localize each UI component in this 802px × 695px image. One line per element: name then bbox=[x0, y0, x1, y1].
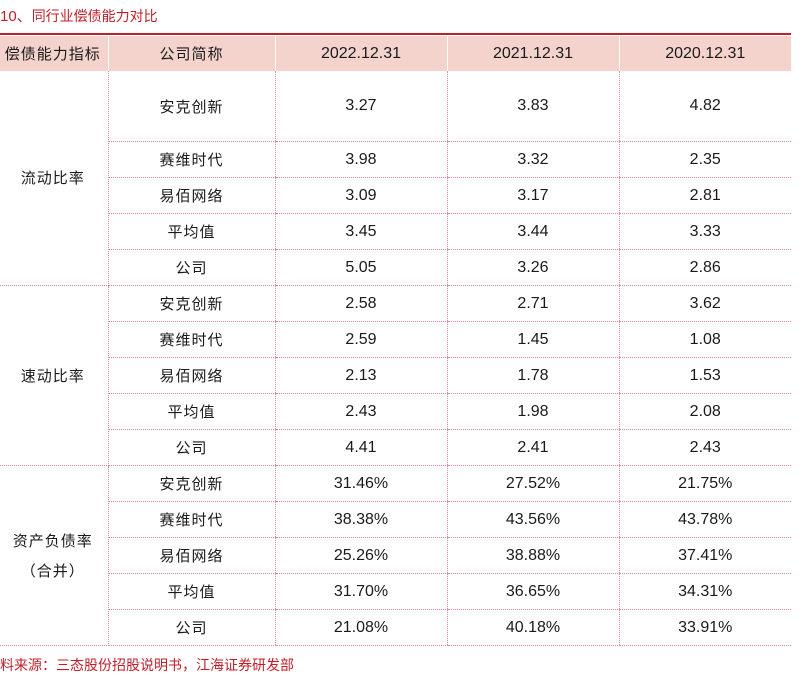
table-row: 平均值 31.70% 36.65% 34.31% bbox=[0, 573, 791, 610]
header-2021: 2021.12.31 bbox=[446, 36, 619, 71]
table-row: 速动比率 安克创新 2.58 2.71 3.62 bbox=[0, 285, 791, 466]
table-row: 公司 4.41 2.41 2.43 bbox=[0, 429, 791, 466]
company-name: 安克创新 bbox=[107, 285, 275, 322]
metric-label: 资产负债率 （合并） bbox=[0, 465, 109, 646]
table-row: 易佰网络 3.09 3.17 2.81 bbox=[0, 177, 791, 214]
company-name: 安克创新 bbox=[107, 465, 275, 502]
header-company: 公司简称 bbox=[107, 36, 275, 71]
caption-number: 10、 bbox=[0, 8, 32, 25]
value-cell: 38.38% bbox=[274, 501, 447, 538]
value-cell: 43.56% bbox=[446, 501, 619, 538]
value-cell: 21.08% bbox=[274, 609, 447, 646]
value-cell: 1.78 bbox=[446, 357, 619, 394]
table-row: 公司 5.05 3.26 2.86 bbox=[0, 249, 791, 286]
value-cell: 34.31% bbox=[618, 573, 791, 610]
company-name: 安克创新 bbox=[107, 71, 275, 142]
company-name: 公司 bbox=[108, 249, 275, 286]
value-cell: 33.91% bbox=[618, 609, 791, 646]
value-cell: 3.32 bbox=[446, 141, 619, 178]
value-cell: 2.81 bbox=[618, 177, 791, 214]
company-name: 易佰网络 bbox=[108, 177, 275, 214]
metric-name: 流动比率 bbox=[20, 169, 85, 187]
value-cell: 3.44 bbox=[446, 213, 619, 250]
metric-name: 资产负债率 bbox=[12, 531, 93, 550]
value-cell: 36.65% bbox=[446, 573, 619, 610]
metric-name: 速动比率 bbox=[20, 366, 85, 385]
value-cell: 25.26% bbox=[274, 537, 447, 574]
table-row: 赛维时代 2.59 1.45 1.08 bbox=[0, 321, 791, 358]
value-cell: 38.88% bbox=[446, 537, 619, 574]
value-cell: 2.13 bbox=[274, 357, 447, 394]
table-body: 流动比率 安克创新 3.27 3.83 4.82 赛维时代 3.98 3.32 2.35 易佰网络… bbox=[0, 71, 791, 646]
company-name: 平均值 bbox=[108, 573, 275, 610]
company-name: 赛维时代 bbox=[108, 321, 275, 358]
value-cell: 4.82 bbox=[618, 71, 791, 142]
value-cell: 3.33 bbox=[618, 213, 791, 250]
value-cell: 1.53 bbox=[618, 357, 791, 394]
table-row: 公司 21.08% 40.18% 33.91% bbox=[0, 609, 791, 646]
source-note: 料来源：三态股份招股说明书，江海证券研发部 bbox=[0, 658, 294, 674]
value-cell: 2.08 bbox=[618, 393, 791, 430]
value-cell: 4.41 bbox=[274, 429, 447, 466]
company-name: 平均值 bbox=[108, 393, 275, 430]
metric-label: 流动比率 bbox=[0, 71, 109, 286]
value-cell: 1.45 bbox=[446, 321, 619, 358]
value-cell: 3.62 bbox=[618, 285, 791, 322]
company-name: 公司 bbox=[108, 609, 275, 646]
value-cell: 3.98 bbox=[274, 141, 447, 178]
header-row: 偿债能力指标 公司简称 2022.12.31 2021.12.31 2020.1… bbox=[0, 36, 791, 71]
table-row: 资产负债率 （合并） 安克创新 31.46% 27.52% 21.75% bbox=[0, 465, 791, 646]
table-row: 赛维时代 38.38% 43.56% 43.78% bbox=[0, 501, 791, 538]
company-name: 易佰网络 bbox=[108, 357, 275, 394]
value-cell: 2.43 bbox=[618, 429, 791, 466]
company-name: 平均值 bbox=[108, 213, 275, 250]
header-2022: 2022.12.31 bbox=[274, 36, 447, 71]
caption-title: 同行业偿债能力对比 bbox=[31, 9, 158, 25]
value-cell: 1.08 bbox=[618, 321, 791, 358]
value-cell: 27.52% bbox=[446, 465, 619, 502]
table-row: 平均值 3.45 3.44 3.33 bbox=[0, 213, 791, 250]
header-2020: 2020.12.31 bbox=[618, 36, 791, 71]
table-caption: 10、同行业偿债能力对比 bbox=[0, 6, 802, 28]
table-row: 易佰网络 2.13 1.78 1.53 bbox=[0, 357, 791, 394]
value-cell: 2.58 bbox=[274, 285, 447, 322]
table-row: 易佰网络 25.26% 38.88% 37.41% bbox=[0, 537, 791, 574]
value-cell: 1.98 bbox=[446, 393, 619, 430]
table-row: 流动比率 安克创新 3.27 3.83 4.82 bbox=[0, 71, 791, 286]
value-cell: 31.46% bbox=[274, 465, 447, 502]
solvency-comparison-table: 偿债能力指标 公司简称 2022.12.31 2021.12.31 2020.1… bbox=[0, 36, 791, 646]
value-cell: 21.75% bbox=[618, 465, 791, 502]
value-cell: 3.45 bbox=[274, 213, 447, 250]
value-cell: 40.18% bbox=[446, 609, 619, 646]
value-cell: 5.05 bbox=[274, 249, 447, 286]
value-cell: 2.35 bbox=[618, 141, 791, 178]
value-cell: 2.71 bbox=[446, 285, 619, 322]
metric-qualifier: （合并） bbox=[20, 561, 85, 580]
value-cell: 3.26 bbox=[446, 249, 619, 286]
metric-label: 速动比率 bbox=[0, 285, 109, 466]
value-cell: 3.83 bbox=[446, 71, 619, 142]
company-name: 易佰网络 bbox=[108, 537, 275, 574]
table-row: 赛维时代 3.98 3.32 2.35 bbox=[0, 141, 791, 178]
company-name: 公司 bbox=[108, 429, 275, 466]
value-cell: 2.86 bbox=[618, 249, 791, 286]
company-name: 赛维时代 bbox=[108, 141, 275, 178]
header-metric: 偿债能力指标 bbox=[0, 36, 108, 71]
value-cell: 43.78% bbox=[618, 501, 791, 538]
value-cell: 37.41% bbox=[618, 537, 791, 574]
value-cell: 2.43 bbox=[274, 393, 447, 430]
value-cell: 3.17 bbox=[446, 177, 619, 214]
top-rule bbox=[0, 33, 791, 35]
table-row: 平均值 2.43 1.98 2.08 bbox=[0, 393, 791, 430]
value-cell: 31.70% bbox=[274, 573, 447, 610]
value-cell: 2.59 bbox=[274, 321, 447, 358]
value-cell: 3.09 bbox=[274, 177, 447, 214]
value-cell: 2.41 bbox=[446, 429, 619, 466]
company-name: 赛维时代 bbox=[108, 501, 275, 538]
value-cell: 3.27 bbox=[274, 71, 447, 142]
